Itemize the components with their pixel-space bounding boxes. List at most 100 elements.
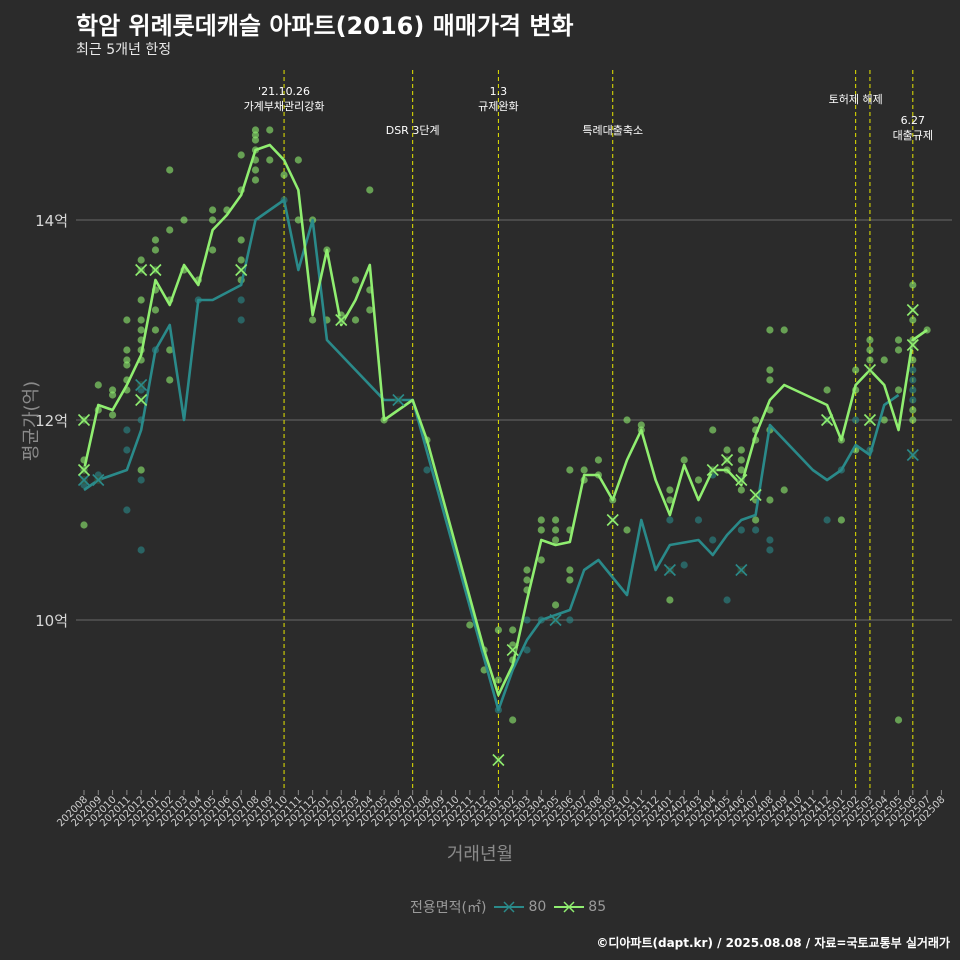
legend-item-85: 85 xyxy=(554,899,606,915)
cross-marker-85 xyxy=(720,453,734,467)
cross-marker-85 xyxy=(335,313,348,327)
cross-marker-85 xyxy=(135,393,148,407)
data-point xyxy=(909,416,917,424)
data-point xyxy=(837,516,845,524)
cross-marker-80 xyxy=(392,393,405,407)
data-point xyxy=(766,536,774,544)
data-point xyxy=(180,216,188,224)
data-point xyxy=(551,536,560,544)
data-point xyxy=(166,376,174,384)
data-point xyxy=(823,386,831,394)
data-point xyxy=(237,256,245,264)
data-point xyxy=(123,426,131,434)
cross-marker-85 xyxy=(863,363,877,377)
data-point xyxy=(666,596,674,604)
series-line-80 xyxy=(83,198,900,712)
data-point xyxy=(580,466,588,474)
data-point xyxy=(909,281,917,289)
data-point xyxy=(680,561,688,569)
data-point xyxy=(509,716,517,724)
data-point xyxy=(680,456,688,464)
data-point xyxy=(280,171,288,179)
data-point xyxy=(666,486,674,494)
data-point xyxy=(766,496,774,504)
chart-subtitle: 최근 5개년 한정 xyxy=(76,42,172,58)
legend-title: 전용면적(㎡) xyxy=(410,900,487,916)
data-point xyxy=(737,486,745,494)
event-annotation: '21.10.26 xyxy=(258,85,310,98)
data-point xyxy=(509,626,517,634)
data-point xyxy=(123,316,131,324)
chart-caption: ©디아파트(dapt.kr) / 2025.08.08 / 자료=국토교통부 실… xyxy=(596,936,950,950)
cross-marker-85 xyxy=(77,463,91,477)
data-point xyxy=(523,566,531,574)
data-point xyxy=(237,296,245,304)
data-point xyxy=(523,576,531,584)
data-point xyxy=(209,216,217,224)
event-annotation: DSR 3단계 xyxy=(386,124,440,137)
event-annotation: 6.27 xyxy=(901,114,926,127)
legend-label-85: 85 xyxy=(588,899,607,915)
data-point xyxy=(694,476,703,484)
data-point xyxy=(209,246,217,254)
data-point xyxy=(537,556,545,564)
data-point xyxy=(123,361,131,369)
cross-marker-85 xyxy=(906,338,919,352)
data-point xyxy=(166,166,174,174)
data-point xyxy=(523,646,531,654)
data-point xyxy=(866,346,874,354)
cross-marker-85 xyxy=(706,463,719,477)
legend-key-80 xyxy=(494,901,525,913)
legend: 전용면적(㎡) 80 85 xyxy=(410,897,606,917)
data-point xyxy=(537,526,545,534)
cross-marker-85 xyxy=(906,303,919,317)
data-point xyxy=(123,346,131,354)
data-point xyxy=(623,526,631,534)
data-point xyxy=(780,486,788,494)
data-point xyxy=(823,516,831,524)
data-point xyxy=(251,176,260,184)
cross-marker-85 xyxy=(492,753,505,767)
cross-marker-85 xyxy=(735,473,748,487)
data-point xyxy=(351,316,360,324)
data-point xyxy=(166,226,174,234)
data-point xyxy=(151,236,160,244)
data-point xyxy=(294,216,302,224)
data-point xyxy=(537,516,545,524)
data-point xyxy=(866,336,874,344)
data-point xyxy=(494,676,503,684)
data-point xyxy=(852,366,860,374)
data-point xyxy=(137,316,145,324)
cross-marker-85 xyxy=(135,263,148,277)
cross-marker-80 xyxy=(663,563,676,577)
data-point xyxy=(137,326,145,334)
data-point xyxy=(909,406,917,414)
data-point xyxy=(166,346,174,354)
event-annotation: 규제완화 xyxy=(478,100,518,113)
data-point xyxy=(566,466,574,474)
series-line-85 xyxy=(82,143,928,697)
cross-marker-85 xyxy=(821,413,834,427)
cross-marker-80 xyxy=(735,563,748,577)
cross-marker-85 xyxy=(749,488,762,502)
cross-marker-85 xyxy=(506,643,519,657)
data-point xyxy=(251,166,260,174)
y-axis-label: 평균가(억) xyxy=(21,380,42,462)
cross-marker-85 xyxy=(235,263,248,277)
event-annotation: 1.3 xyxy=(490,85,508,98)
data-point xyxy=(766,406,774,414)
data-point xyxy=(137,476,145,484)
data-point xyxy=(566,566,574,574)
data-point xyxy=(909,386,917,394)
data-point xyxy=(266,156,274,164)
data-point xyxy=(766,546,774,554)
data-point xyxy=(909,396,917,404)
data-point xyxy=(151,246,160,254)
data-point xyxy=(894,336,903,344)
data-point xyxy=(737,526,745,534)
cross-marker-85 xyxy=(149,263,162,277)
data-point xyxy=(237,316,245,324)
data-point xyxy=(909,316,917,324)
data-point xyxy=(137,296,145,304)
data-point xyxy=(909,366,917,374)
